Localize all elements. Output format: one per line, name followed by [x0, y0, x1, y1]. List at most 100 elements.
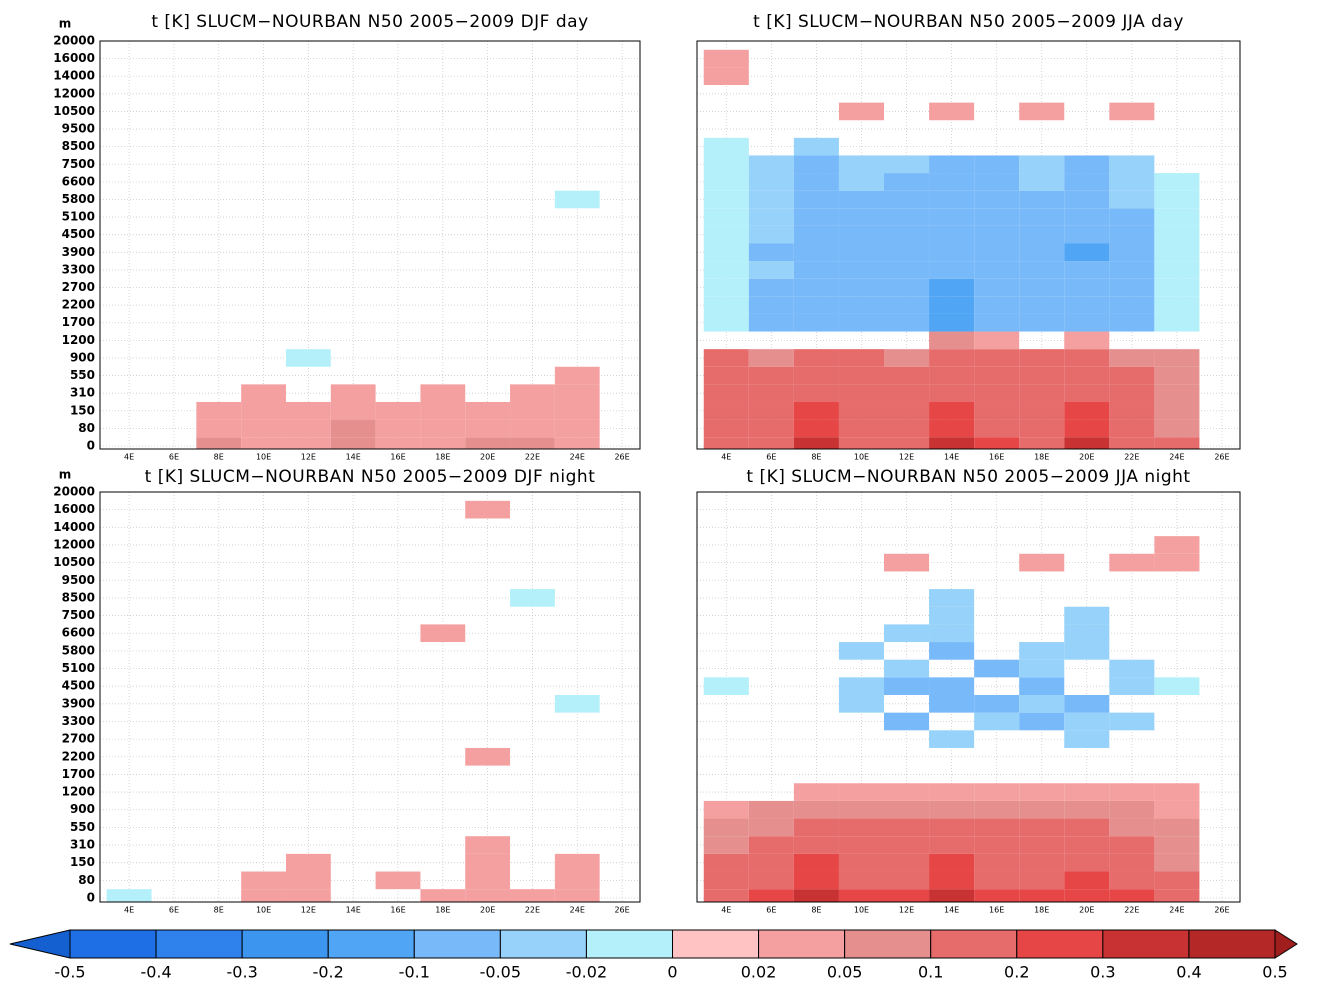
cell [1064, 642, 1110, 660]
y-tick-label: 4500 [62, 679, 95, 693]
cell [510, 419, 555, 438]
y-tick-label: 0 [87, 439, 95, 453]
y-tick-label: 6600 [62, 174, 95, 188]
y-tick-label: 0 [87, 891, 95, 905]
cell [554, 871, 600, 890]
cell [929, 349, 975, 367]
plot-frame [696, 40, 1241, 450]
cell [884, 800, 930, 819]
cell [703, 278, 749, 297]
panel-title: t [K] SLUCM−NOURBAN N50 2005−2009 DJF ni… [145, 467, 596, 487]
x-tick-label: 24E [570, 906, 585, 915]
cell [884, 208, 930, 226]
x-tick-label: 14E [944, 453, 959, 462]
x-tick-label: 26E [614, 453, 629, 462]
cell [1019, 349, 1065, 367]
cell [838, 853, 885, 872]
cell [1154, 225, 1200, 244]
panel: t [K] SLUCM−NOURBAN N50 2005−2009 DJF ni… [53, 467, 641, 915]
cell [1019, 871, 1065, 890]
colorbar-bin [327, 929, 415, 959]
cell [1109, 677, 1155, 695]
plot-frame [696, 491, 1241, 903]
cell [929, 800, 975, 819]
cell [1109, 102, 1155, 121]
cell [1064, 730, 1110, 748]
cell [793, 889, 839, 902]
cell [465, 419, 511, 438]
cell [748, 401, 794, 420]
cell [1064, 853, 1110, 872]
cell [703, 349, 749, 367]
cell [974, 384, 1020, 402]
cell [1154, 384, 1200, 402]
cell [884, 712, 930, 731]
cell [884, 384, 930, 402]
cell [510, 401, 555, 420]
cell [838, 783, 885, 801]
cell [748, 278, 794, 297]
cell [748, 190, 794, 209]
cell [703, 366, 749, 385]
y-tick-label: 5800 [62, 643, 95, 657]
cell [1019, 818, 1065, 837]
panel: t [K] SLUCM−NOURBAN N50 2005−2009 JJA ni… [696, 467, 1241, 915]
cell [838, 349, 885, 367]
x-tick-label: 20E [1079, 906, 1094, 915]
x-tick-label: 16E [989, 453, 1004, 462]
cell [510, 589, 555, 607]
x-tick-label: 6E [766, 453, 776, 462]
cell [974, 155, 1020, 174]
x-tick-label: 4E [721, 453, 731, 462]
cell [1109, 155, 1155, 174]
cell [1019, 102, 1065, 121]
cell [420, 384, 466, 402]
y-tick-label: 80 [78, 873, 95, 887]
y-tick-label: 2700 [62, 280, 95, 294]
y-tick-label: 7500 [62, 608, 95, 622]
cell [838, 401, 885, 420]
cell [974, 783, 1020, 801]
cell [1154, 190, 1200, 209]
colorbar-bin [1016, 929, 1104, 959]
cell [1109, 783, 1155, 801]
cell [748, 313, 794, 332]
cell [974, 225, 1020, 244]
cell [929, 853, 975, 872]
cell [974, 836, 1020, 854]
cell [1019, 173, 1065, 191]
cell [375, 401, 421, 420]
cell [884, 173, 930, 191]
y-tick-label: 4500 [62, 227, 95, 241]
cell [1019, 278, 1065, 297]
cell [974, 437, 1020, 449]
x-tick-label: 20E [1079, 453, 1094, 462]
cell [510, 384, 555, 402]
colorbar-label: -0.02 [566, 963, 607, 982]
cell [1064, 818, 1110, 837]
cell [793, 278, 839, 297]
colorbar-label: 0.2 [1004, 963, 1029, 982]
cell [838, 889, 885, 902]
cell [554, 889, 600, 902]
cell [974, 313, 1020, 332]
cell [241, 401, 286, 420]
cell [884, 553, 930, 572]
x-tick-label: 16E [390, 906, 405, 915]
cell [1064, 225, 1110, 244]
cell [703, 208, 749, 226]
cell [974, 208, 1020, 226]
x-tick-label: 20E [480, 453, 495, 462]
cell [465, 853, 511, 872]
cell [196, 401, 242, 420]
cell [703, 853, 749, 872]
cell [703, 889, 749, 902]
cell [748, 225, 794, 244]
cell [285, 871, 331, 890]
cell [1019, 659, 1065, 678]
y-tick-label: 3900 [62, 245, 95, 259]
colorbar-label: 0.1 [918, 963, 943, 982]
cell [838, 419, 885, 438]
cell [974, 243, 1020, 262]
cell [748, 818, 794, 837]
